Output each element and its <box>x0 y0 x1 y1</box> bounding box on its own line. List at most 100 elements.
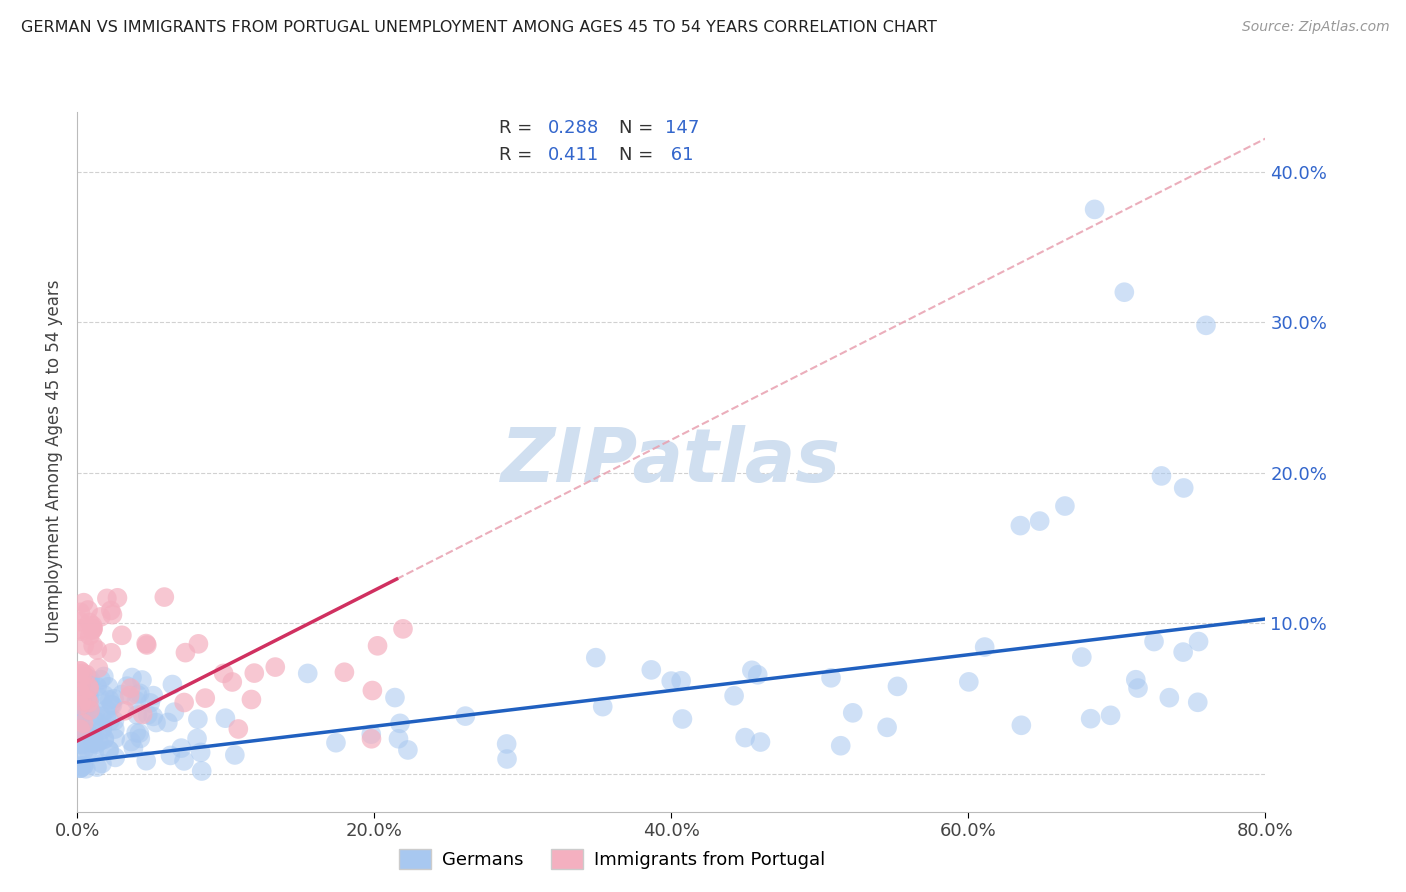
Point <box>592 699 614 714</box>
Point <box>131 673 153 687</box>
Point <box>100 603 122 617</box>
Point <box>101 698 124 713</box>
Point <box>384 690 406 705</box>
Point <box>127 688 149 702</box>
Text: R =: R = <box>499 120 538 137</box>
Point <box>129 731 152 746</box>
Point <box>734 731 756 745</box>
Point <box>153 590 176 604</box>
Text: 0.288: 0.288 <box>548 120 599 137</box>
Point <box>84 708 107 723</box>
Point <box>136 707 159 722</box>
Point <box>69 698 91 713</box>
Point <box>69 704 91 718</box>
Point <box>89 690 111 705</box>
Point <box>69 605 91 619</box>
Point <box>96 702 118 716</box>
Point <box>104 750 127 764</box>
Point <box>1195 318 1218 333</box>
Point <box>723 689 745 703</box>
Point <box>1114 285 1136 300</box>
Point <box>135 638 157 652</box>
Point <box>77 698 100 713</box>
Point <box>69 664 91 678</box>
Point <box>76 725 98 739</box>
Point <box>77 687 100 701</box>
Point <box>83 718 105 732</box>
Point <box>107 591 129 605</box>
Point <box>187 712 209 726</box>
Point <box>70 738 93 752</box>
Point <box>73 673 96 688</box>
Point <box>842 706 865 720</box>
Point <box>98 743 121 757</box>
Point <box>957 674 980 689</box>
Point <box>91 720 114 734</box>
Point <box>83 714 105 728</box>
Point <box>127 707 149 722</box>
Point <box>69 678 91 692</box>
Point <box>396 743 419 757</box>
Point <box>69 685 91 699</box>
Point <box>297 666 319 681</box>
Point <box>118 689 141 703</box>
Text: ZIPatlas: ZIPatlas <box>502 425 841 498</box>
Point <box>174 646 197 660</box>
Point <box>70 624 93 639</box>
Point <box>80 731 103 745</box>
Point <box>221 675 243 690</box>
Point <box>69 737 91 751</box>
Point <box>77 672 100 686</box>
Point <box>103 714 125 728</box>
Point <box>1053 499 1076 513</box>
Point <box>93 731 115 746</box>
Point <box>830 739 852 753</box>
Point <box>86 643 108 657</box>
Point <box>387 731 409 746</box>
Point <box>103 691 125 706</box>
Point <box>100 698 122 712</box>
Point <box>820 671 842 685</box>
Point <box>97 680 120 694</box>
Point <box>1125 673 1147 687</box>
Point <box>76 692 98 706</box>
Point <box>389 716 412 731</box>
Point <box>1080 712 1102 726</box>
Point <box>96 708 118 723</box>
Point <box>973 640 995 654</box>
Point <box>145 715 167 730</box>
Point <box>1159 690 1181 705</box>
Point <box>187 637 209 651</box>
Point <box>77 680 100 694</box>
Point <box>212 666 235 681</box>
Point <box>77 681 100 696</box>
Text: R =: R = <box>499 146 538 164</box>
Point <box>360 727 382 741</box>
Point <box>325 736 347 750</box>
Point <box>1187 695 1209 709</box>
Point <box>333 665 356 680</box>
Text: 147: 147 <box>665 120 699 137</box>
Point <box>120 734 142 748</box>
Point <box>93 732 115 747</box>
Point <box>104 731 127 746</box>
Point <box>69 664 91 678</box>
Point <box>70 703 93 717</box>
Point <box>70 690 93 704</box>
Point <box>90 673 112 687</box>
Point <box>1028 514 1050 528</box>
Point <box>163 705 186 719</box>
Point <box>87 661 110 675</box>
Point <box>640 663 662 677</box>
Point <box>76 671 98 685</box>
Point <box>77 696 100 710</box>
Point <box>82 736 104 750</box>
Point <box>82 622 104 636</box>
Point <box>75 667 97 681</box>
Point <box>104 722 127 736</box>
Point <box>495 737 517 751</box>
Point <box>1150 469 1173 483</box>
Point <box>79 692 101 706</box>
Point <box>454 709 477 723</box>
Point <box>83 746 105 760</box>
